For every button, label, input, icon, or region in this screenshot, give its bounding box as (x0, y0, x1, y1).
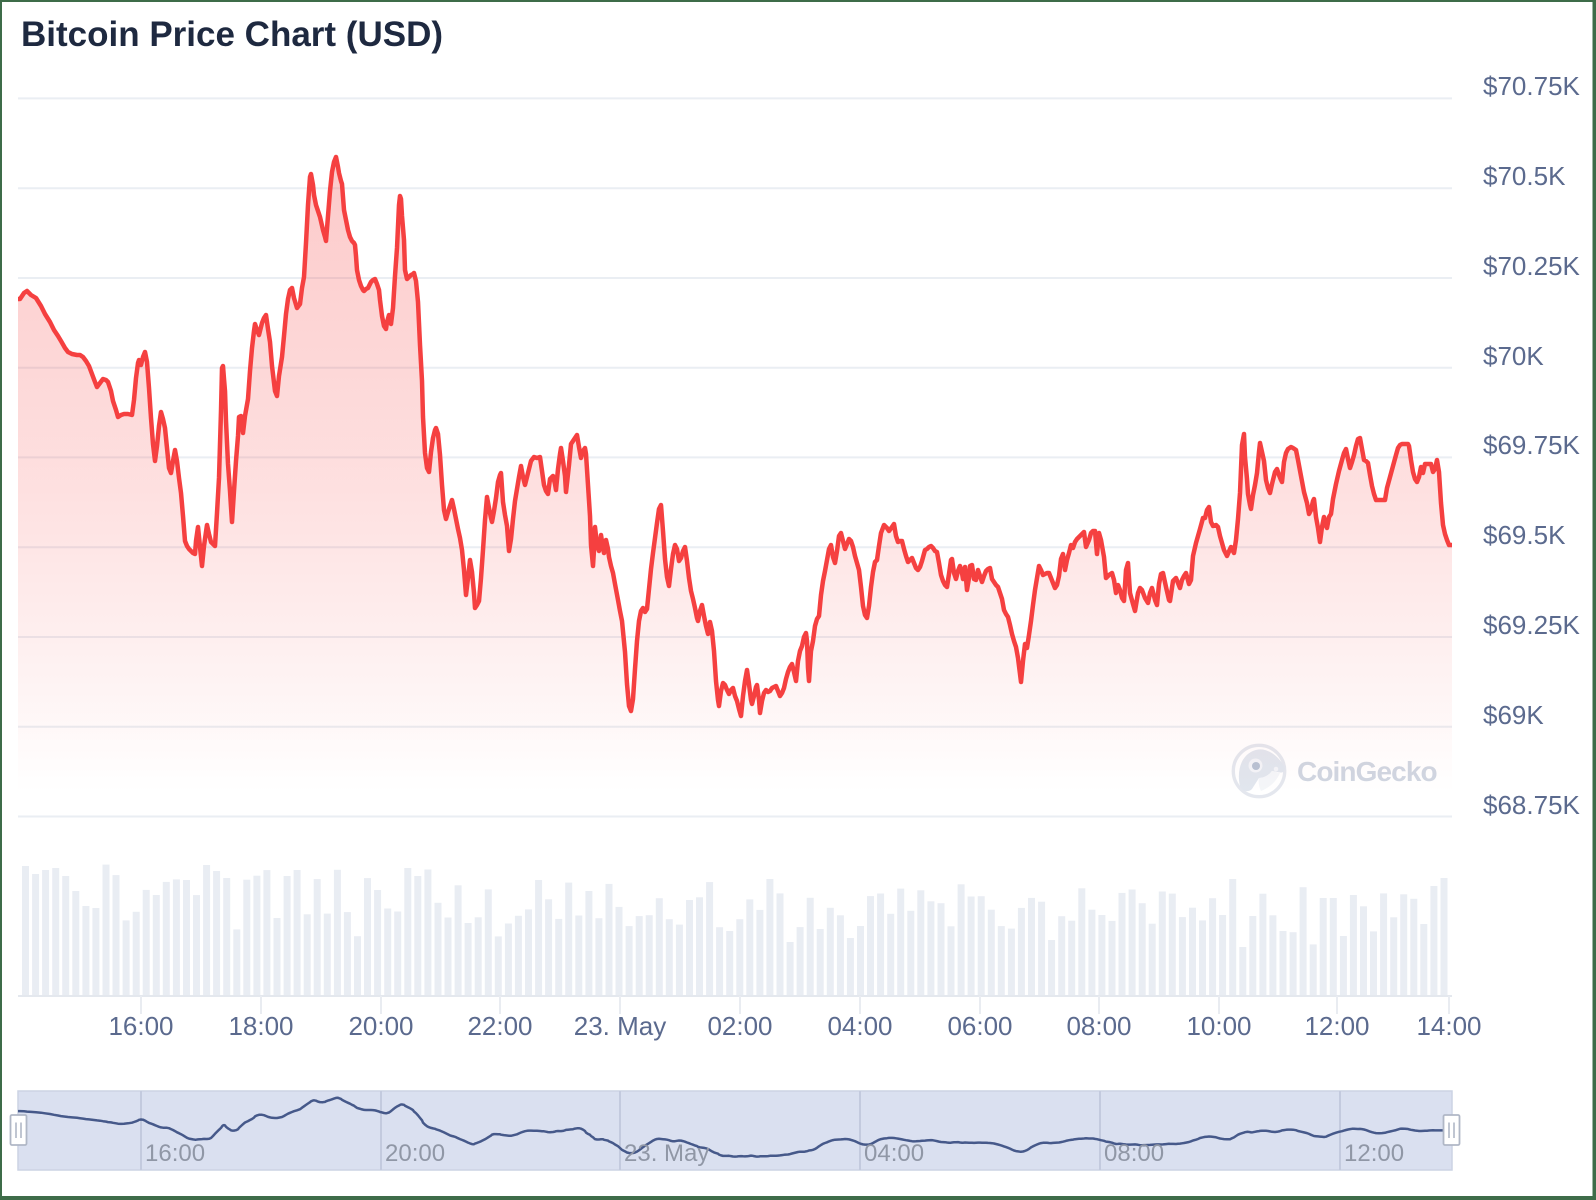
svg-text:14:00: 14:00 (1416, 1011, 1481, 1041)
svg-text:$69K: $69K (1483, 700, 1544, 730)
svg-text:16:00: 16:00 (108, 1011, 173, 1041)
svg-text:12:00: 12:00 (1344, 1140, 1404, 1167)
svg-text:$69.5K: $69.5K (1483, 520, 1566, 550)
svg-text:08:00: 08:00 (1104, 1140, 1164, 1167)
svg-text:20:00: 20:00 (385, 1140, 445, 1167)
svg-text:16:00: 16:00 (145, 1140, 205, 1167)
svg-text:02:00: 02:00 (707, 1011, 772, 1041)
svg-text:12:00: 12:00 (1304, 1011, 1369, 1041)
svg-text:04:00: 04:00 (864, 1140, 924, 1167)
svg-text:$70.5K: $70.5K (1483, 161, 1566, 191)
svg-text:20:00: 20:00 (348, 1011, 413, 1041)
svg-text:23. May: 23. May (574, 1011, 667, 1041)
svg-text:06:00: 06:00 (947, 1011, 1012, 1041)
svg-text:08:00: 08:00 (1066, 1011, 1131, 1041)
svg-text:$69.75K: $69.75K (1483, 430, 1581, 460)
svg-text:$70K: $70K (1483, 341, 1544, 371)
svg-text:$68.75K: $68.75K (1483, 790, 1581, 820)
svg-text:$69.25K: $69.25K (1483, 610, 1581, 640)
svg-text:23. May: 23. May (624, 1140, 709, 1167)
svg-text:18:00: 18:00 (228, 1011, 293, 1041)
svg-text:Bitcoin Price Chart (USD): Bitcoin Price Chart (USD) (21, 15, 443, 54)
svg-text:$70.25K: $70.25K (1483, 251, 1581, 281)
svg-text:04:00: 04:00 (827, 1011, 892, 1041)
svg-text:22:00: 22:00 (467, 1011, 532, 1041)
svg-text:10:00: 10:00 (1186, 1011, 1251, 1041)
svg-text:$70.75K: $70.75K (1483, 71, 1581, 101)
